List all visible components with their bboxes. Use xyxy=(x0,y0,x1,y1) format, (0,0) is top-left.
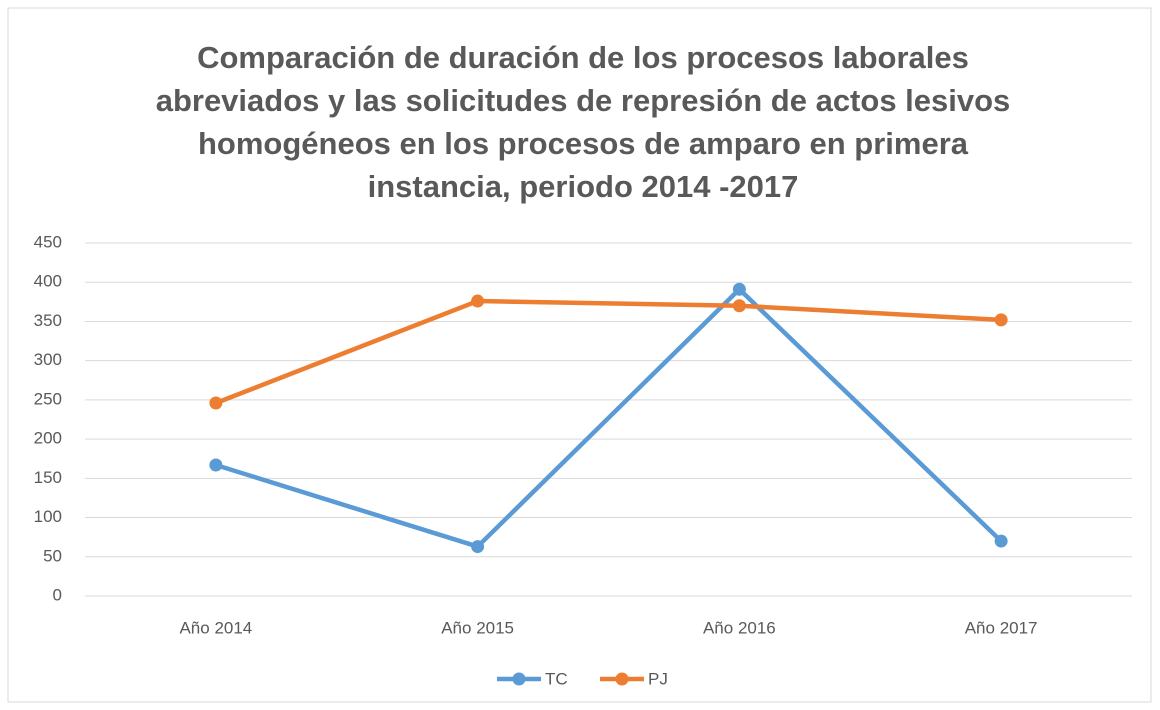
y-tick-label: 250 xyxy=(34,389,62,408)
y-tick-label: 100 xyxy=(34,507,62,526)
x-tick-label: Año 2017 xyxy=(965,618,1038,637)
marker xyxy=(209,458,223,472)
marker xyxy=(732,299,746,313)
line xyxy=(215,287,1003,549)
marker xyxy=(471,294,485,308)
marker xyxy=(471,540,485,554)
marker xyxy=(994,313,1008,327)
x-tick-label: Año 2016 xyxy=(703,618,776,637)
y-tick-label: 300 xyxy=(34,350,62,369)
line xyxy=(215,298,1002,406)
chart-title: homogéneos en los procesos de amparo en … xyxy=(198,126,969,161)
legend-label: TC xyxy=(545,669,568,688)
x-tick-label: Año 2014 xyxy=(179,618,252,637)
legend-marker xyxy=(615,672,629,686)
y-tick-label: 400 xyxy=(34,272,62,291)
marker xyxy=(209,396,223,410)
legend-label: PJ xyxy=(648,669,668,688)
y-tick-label: 450 xyxy=(34,232,62,251)
marker xyxy=(994,534,1008,548)
y-tick-label: 350 xyxy=(34,311,62,330)
chart-title: abreviados y las solicitudes de represió… xyxy=(156,83,1011,118)
marker xyxy=(732,282,746,296)
y-tick-label: 200 xyxy=(34,429,62,448)
y-tick-label: 0 xyxy=(53,585,62,604)
x-tick-label: Año 2015 xyxy=(441,618,514,637)
y-tick-label: 50 xyxy=(43,546,62,565)
chart-title: instancia, periodo 2014 -2017 xyxy=(368,169,799,204)
chart-frame xyxy=(7,7,1152,703)
chart-title: Comparación de duración de los procesos … xyxy=(197,40,969,75)
legend-marker xyxy=(512,672,526,686)
y-tick-label: 150 xyxy=(34,468,62,487)
